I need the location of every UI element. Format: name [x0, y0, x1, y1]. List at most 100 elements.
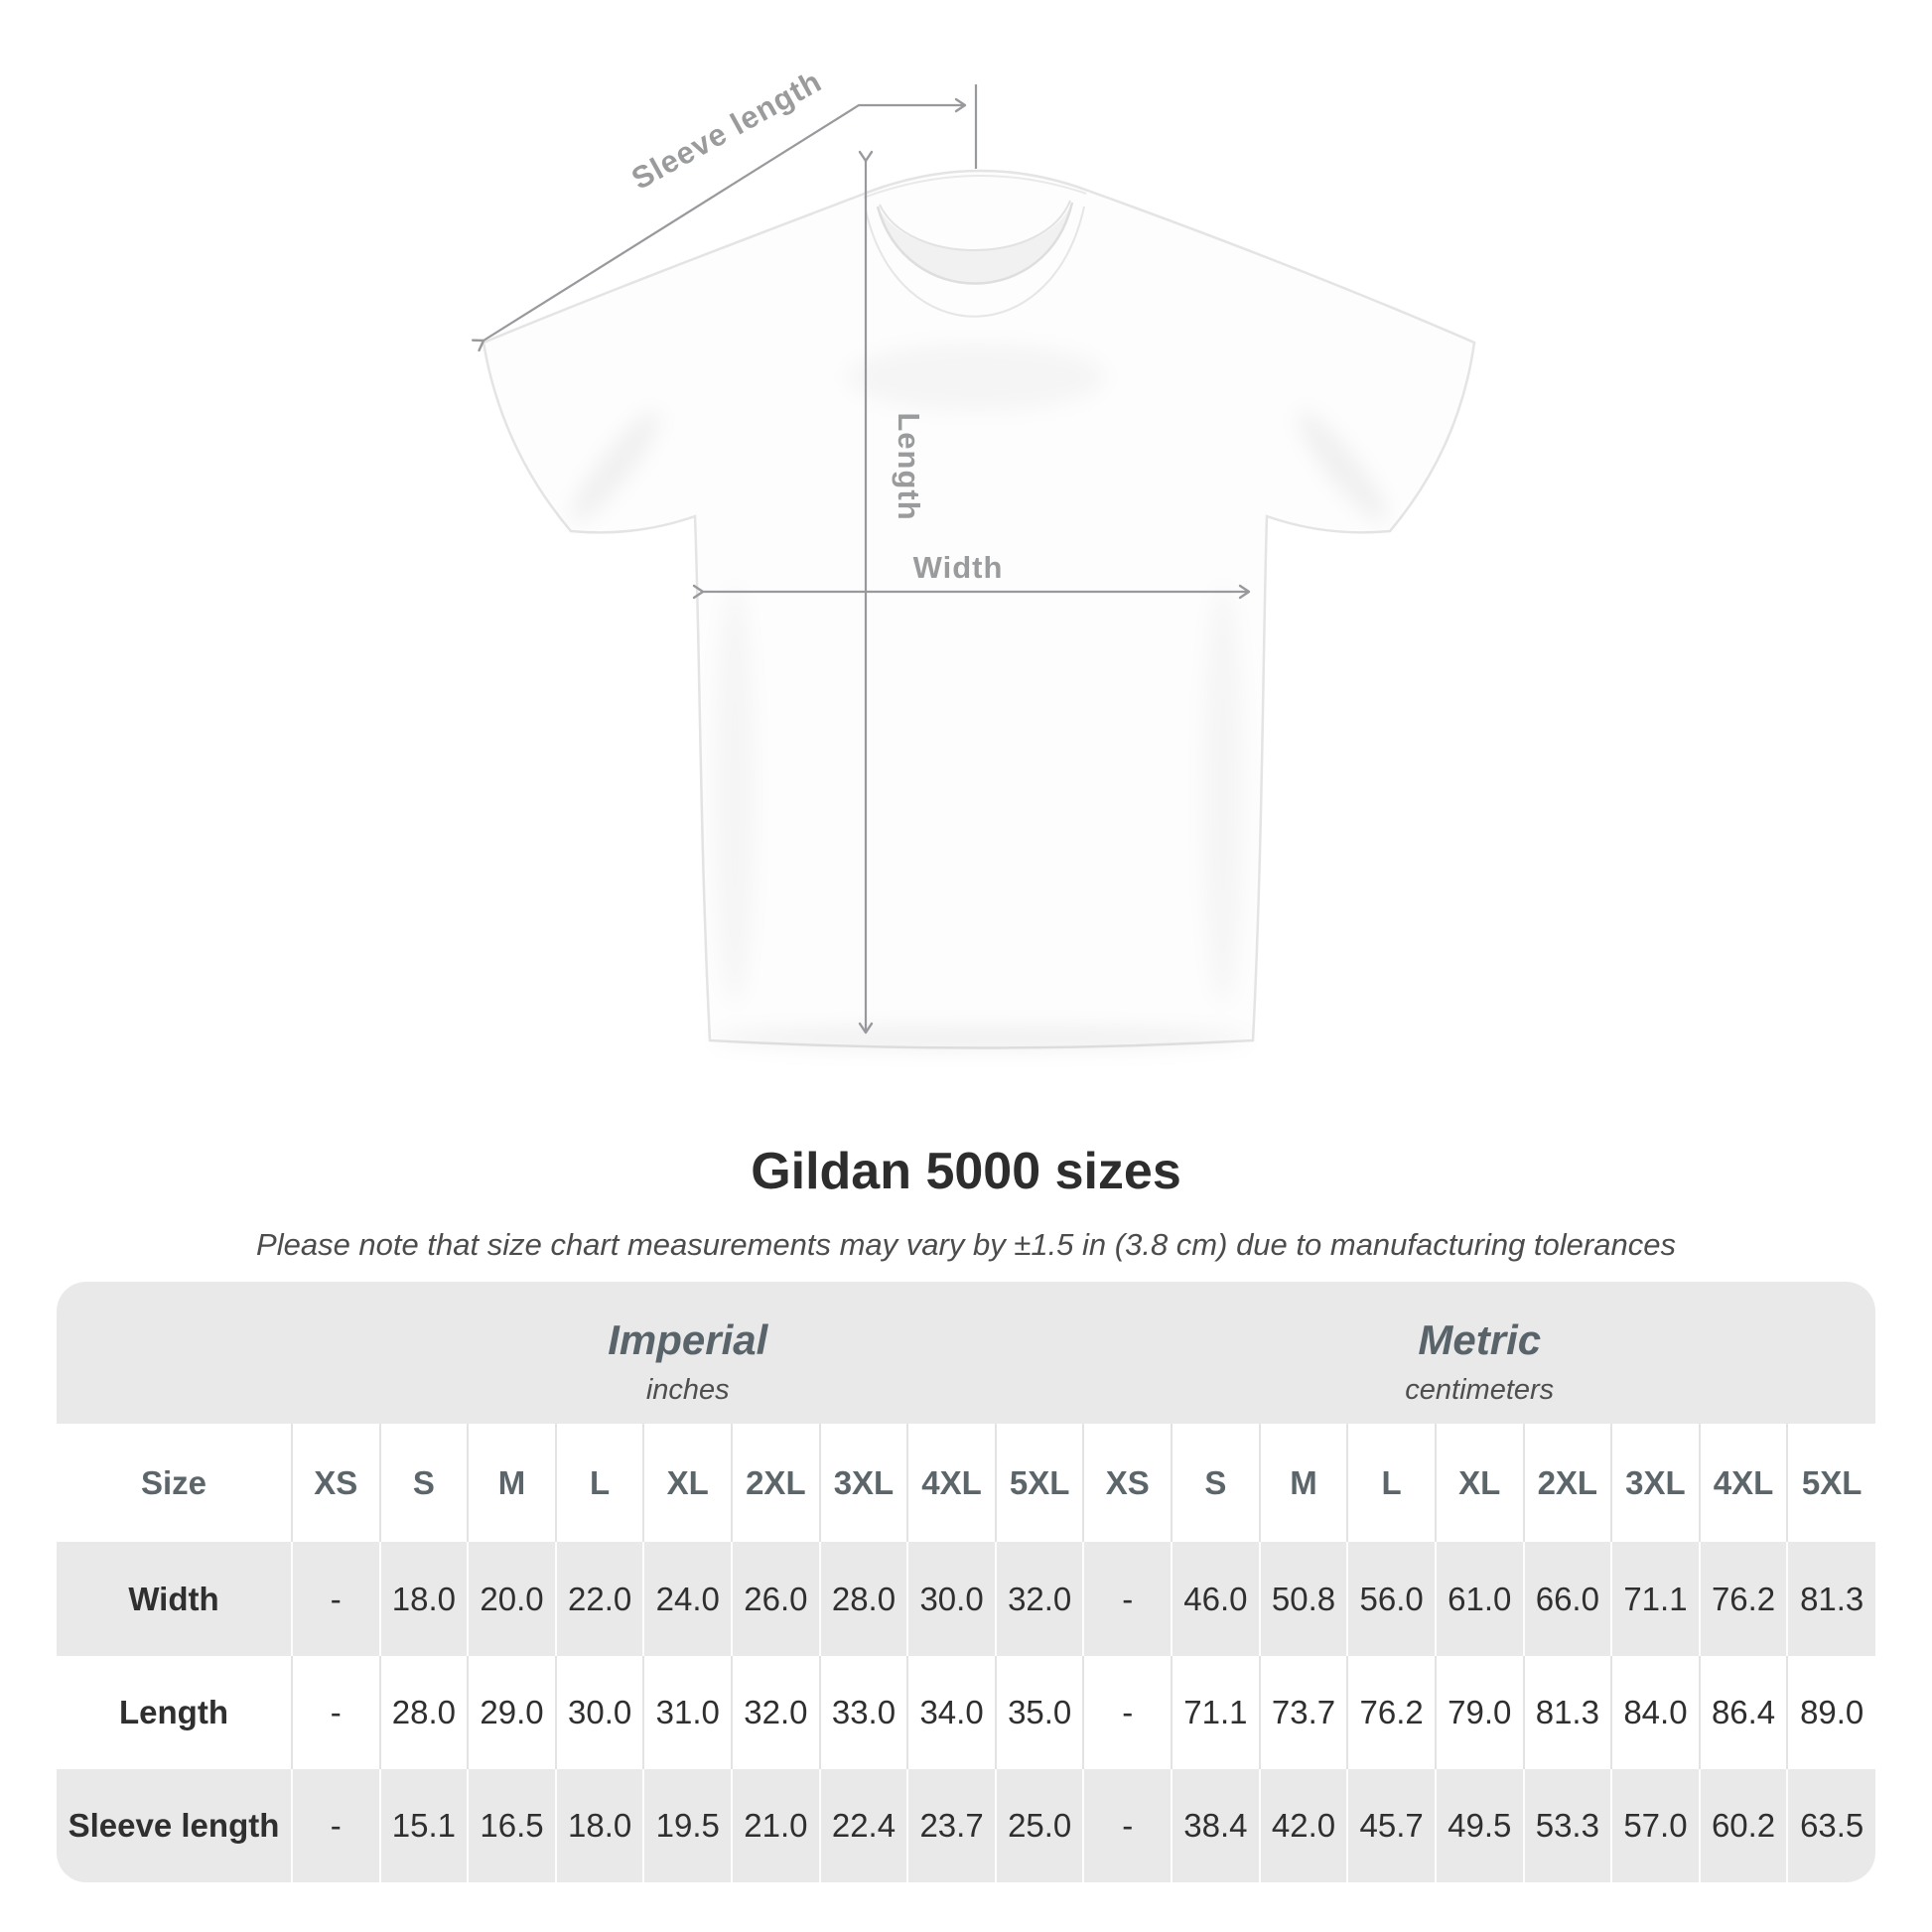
size-corner-label: Size [57, 1424, 292, 1543]
value-cell: 21.0 [731, 1768, 820, 1882]
size-header-cell: 4XL [906, 1424, 996, 1543]
size-header-cell: 2XL [731, 1424, 820, 1543]
value-cell: 86.4 [1698, 1655, 1788, 1769]
value-cell: 84.0 [1610, 1655, 1700, 1769]
size-header-cell: M [1258, 1424, 1348, 1543]
tshirt-figure-svg: Sleeve length Length Width [471, 64, 1476, 1050]
length-label: Length [892, 412, 926, 520]
value-cell: 19.5 [642, 1768, 733, 1882]
size-header-cell: 4XL [1698, 1424, 1788, 1543]
value-cell: 71.1 [1610, 1542, 1700, 1656]
value-cell: 28.0 [818, 1542, 908, 1656]
size-header-cell: 5XL [994, 1424, 1084, 1543]
value-cell: 20.0 [467, 1542, 556, 1656]
value-cell: 81.3 [1522, 1655, 1612, 1769]
value-cell: 57.0 [1610, 1768, 1700, 1882]
value-cell: 45.7 [1346, 1768, 1436, 1882]
value-cell: 32.0 [994, 1542, 1084, 1656]
sleeve-length-label: Sleeve length [625, 64, 827, 197]
value-cell: 25.0 [994, 1768, 1084, 1882]
length-row: Length - 28.0 29.0 30.0 31.0 32.0 33.0 3… [57, 1655, 1875, 1769]
size-header-cell: M [467, 1424, 556, 1543]
imperial-unit: inches [645, 1374, 730, 1407]
size-header-cell: S [1171, 1424, 1260, 1543]
value-cell: 79.0 [1434, 1655, 1524, 1769]
value-cell: 30.0 [554, 1655, 644, 1769]
width-label: Width [913, 550, 1004, 585]
value-cell: 34.0 [906, 1655, 996, 1769]
value-cell: 23.7 [906, 1768, 996, 1882]
tolerance-note: Please note that size chart measurements… [256, 1227, 1676, 1262]
value-cell: 22.0 [554, 1542, 644, 1656]
metric-group-header: Metric centimeters [1083, 1282, 1875, 1424]
value-cell: - [291, 1768, 380, 1882]
tshirt-measurement-diagram: Sleeve length Length Width [471, 64, 1476, 1050]
sleeve-length-arrow [471, 97, 967, 352]
size-header-cell: XS [1082, 1424, 1173, 1543]
value-cell: 81.3 [1786, 1542, 1875, 1656]
tshirt-graphic [482, 169, 1476, 1050]
value-cell: 89.0 [1786, 1655, 1875, 1769]
value-cell: 50.8 [1258, 1542, 1348, 1656]
value-cell: 28.0 [378, 1655, 469, 1769]
size-table-container: Imperial inches Metric centimeters Size … [57, 1282, 1875, 1882]
metric-title: Metric [1418, 1316, 1542, 1364]
value-cell: 22.4 [818, 1768, 908, 1882]
value-cell: 18.0 [378, 1542, 469, 1656]
dimension-annotations [471, 84, 1251, 1035]
value-cell: 61.0 [1434, 1542, 1524, 1656]
value-cell: 46.0 [1171, 1542, 1260, 1656]
value-cell: 42.0 [1258, 1768, 1348, 1882]
tshirt-body [482, 169, 1476, 1049]
sleeve-length-row: Sleeve length - 15.1 16.5 18.0 19.5 21.0… [57, 1768, 1875, 1882]
value-cell: 66.0 [1522, 1542, 1612, 1656]
value-cell: 26.0 [731, 1542, 820, 1656]
size-header-row: Size XS S M L XL 2XL 3XL 4XL 5XL XS S M … [57, 1424, 1875, 1543]
value-cell: 71.1 [1171, 1655, 1260, 1769]
value-cell: 33.0 [818, 1655, 908, 1769]
value-cell: 56.0 [1346, 1542, 1436, 1656]
row-label: Sleeve length [68, 1806, 280, 1844]
size-header-cell: 3XL [1610, 1424, 1700, 1543]
size-header-cell: 2XL [1522, 1424, 1612, 1543]
size-header-cell: XL [642, 1424, 733, 1543]
value-cell: 76.2 [1346, 1655, 1436, 1769]
value-cell: 63.5 [1786, 1768, 1875, 1882]
value-cell: 32.0 [731, 1655, 820, 1769]
value-cell: - [291, 1542, 380, 1656]
imperial-title: Imperial [608, 1316, 768, 1364]
value-cell: 35.0 [994, 1655, 1084, 1769]
value-cell: - [1082, 1542, 1173, 1656]
value-cell: 31.0 [642, 1655, 733, 1769]
value-cell: 73.7 [1258, 1655, 1348, 1769]
unit-group-header-row: Imperial inches Metric centimeters [57, 1282, 1875, 1424]
width-row: Width - 18.0 20.0 22.0 24.0 26.0 28.0 30… [57, 1542, 1875, 1656]
row-label: Length [57, 1655, 292, 1769]
value-cell: 16.5 [467, 1768, 556, 1882]
imperial-group-header: Imperial inches [292, 1282, 1083, 1424]
page-title: Gildan 5000 sizes [751, 1143, 1181, 1200]
value-cell: - [1082, 1655, 1173, 1769]
size-header-cell: L [554, 1424, 644, 1543]
value-cell: 76.2 [1698, 1542, 1788, 1656]
metric-unit: centimeters [1405, 1374, 1555, 1407]
value-cell: 49.5 [1434, 1768, 1524, 1882]
group-corner-cell [57, 1282, 292, 1424]
size-table: Imperial inches Metric centimeters Size … [57, 1282, 1875, 1882]
tshirt-shading [571, 410, 1387, 1050]
size-header-cell: L [1346, 1424, 1436, 1543]
value-cell: 29.0 [467, 1655, 556, 1769]
value-cell: 38.4 [1171, 1768, 1260, 1882]
value-cell: - [1082, 1768, 1173, 1882]
value-cell: 24.0 [642, 1542, 733, 1656]
size-header-cell: XS [291, 1424, 380, 1543]
size-header-cell: 3XL [818, 1424, 908, 1543]
value-cell: 18.0 [554, 1768, 644, 1882]
value-cell: - [291, 1655, 380, 1769]
size-header-cell: S [378, 1424, 469, 1543]
value-cell: 60.2 [1698, 1768, 1788, 1882]
value-cell: 30.0 [906, 1542, 996, 1656]
value-cell: 53.3 [1522, 1768, 1612, 1882]
size-header-cell: XL [1434, 1424, 1524, 1543]
